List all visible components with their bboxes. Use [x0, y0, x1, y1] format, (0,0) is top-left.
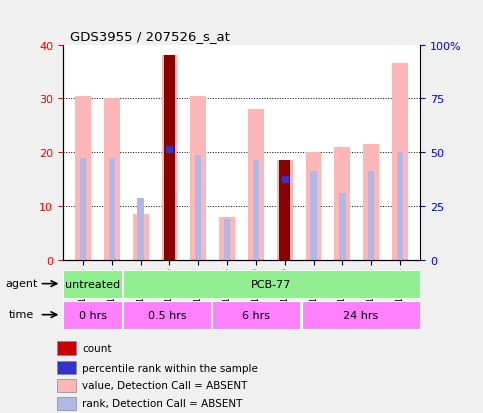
Bar [57, 379, 76, 392]
Text: 0 hrs: 0 hrs [79, 310, 107, 320]
Bar [213, 301, 300, 329]
Bar [164, 56, 175, 260]
Text: 0.5 hrs: 0.5 hrs [148, 310, 186, 320]
Text: time: time [9, 310, 34, 320]
Text: 6 hrs: 6 hrs [242, 310, 270, 320]
Bar [63, 301, 122, 329]
Text: rank, Detection Call = ABSENT: rank, Detection Call = ABSENT [82, 399, 242, 408]
Bar [302, 301, 420, 329]
Bar [279, 161, 290, 260]
Bar [57, 396, 76, 410]
Bar [248, 110, 264, 260]
Text: value, Detection Call = ABSENT: value, Detection Call = ABSENT [82, 380, 248, 390]
Bar [219, 217, 235, 260]
Text: untreated: untreated [65, 279, 120, 289]
Bar [339, 193, 345, 260]
Text: count: count [82, 343, 112, 353]
Bar [253, 161, 259, 260]
Bar [161, 56, 177, 260]
Bar [166, 150, 172, 260]
Bar [63, 270, 122, 298]
Bar [195, 155, 201, 260]
Bar [311, 171, 317, 260]
Bar [363, 145, 379, 260]
Bar [104, 99, 120, 260]
Bar [282, 180, 288, 260]
Bar [75, 96, 91, 260]
Bar [123, 301, 211, 329]
Bar [306, 153, 322, 260]
Bar [368, 171, 374, 260]
Bar [109, 158, 115, 260]
Bar [80, 158, 86, 260]
Bar [397, 153, 403, 260]
Bar [133, 215, 149, 260]
Text: percentile rank within the sample: percentile rank within the sample [82, 363, 258, 373]
Bar [57, 342, 76, 355]
Bar [57, 361, 76, 374]
Bar [277, 161, 293, 260]
Bar [392, 64, 408, 260]
Bar [123, 270, 420, 298]
Bar [190, 96, 206, 260]
Text: 24 hrs: 24 hrs [343, 310, 378, 320]
Text: GDS3955 / 207526_s_at: GDS3955 / 207526_s_at [70, 30, 230, 43]
Bar [334, 147, 350, 260]
Bar [224, 220, 230, 260]
Bar [138, 198, 144, 260]
Text: PCB-77: PCB-77 [251, 279, 291, 289]
Text: agent: agent [6, 279, 38, 289]
